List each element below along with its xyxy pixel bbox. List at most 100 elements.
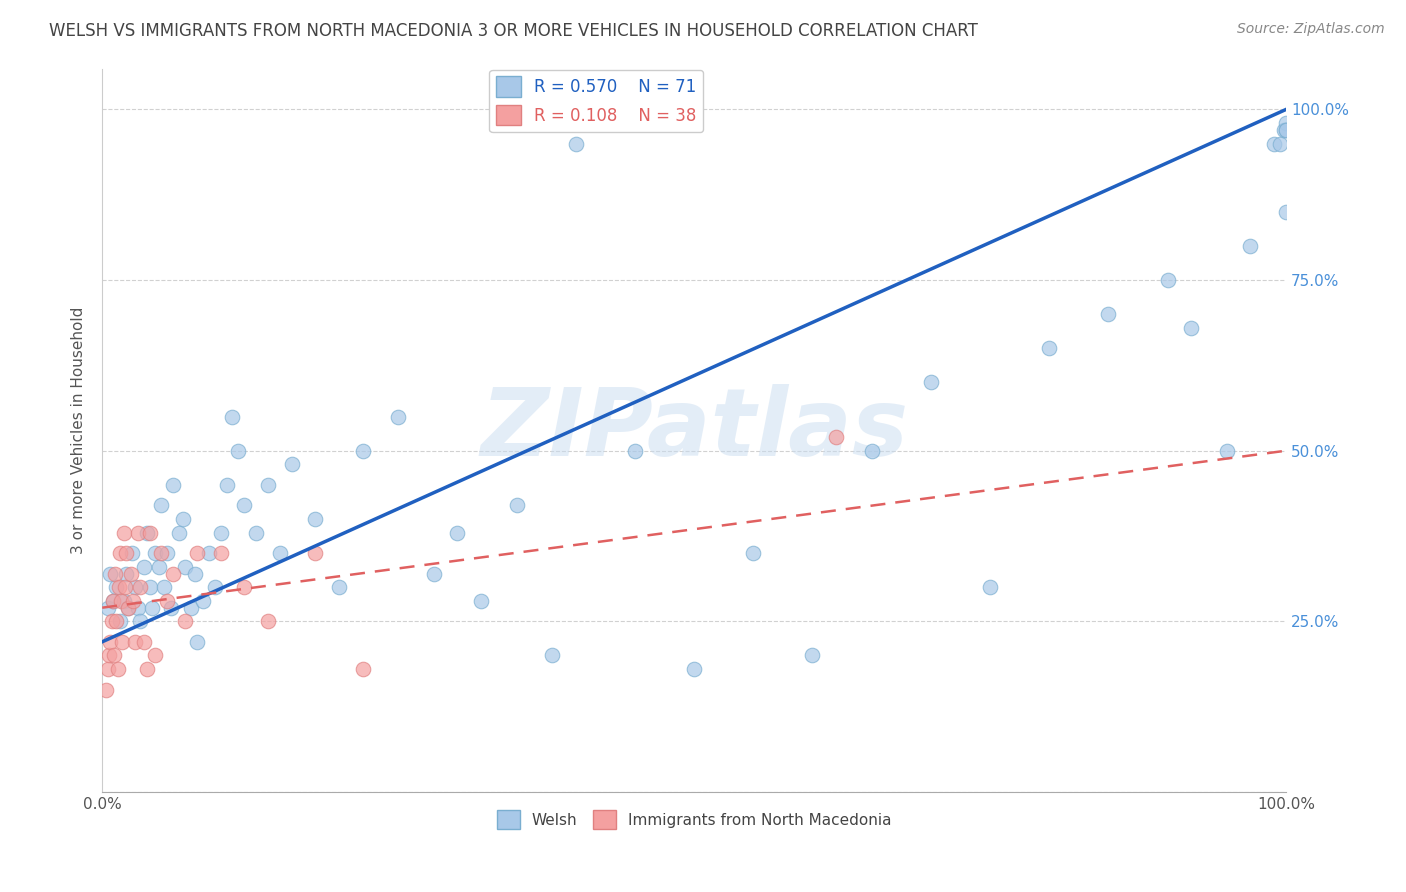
Point	[107, 580, 129, 594]
Point	[148, 559, 170, 574]
Point	[505, 498, 527, 512]
Point	[825, 430, 848, 444]
Point	[624, 443, 647, 458]
Point	[110, 594, 132, 608]
Point	[129, 580, 152, 594]
Y-axis label: 3 or more Vehicles in Household: 3 or more Vehicles in Household	[72, 307, 86, 554]
Point	[100, 566, 122, 581]
Point	[97, 600, 120, 615]
Point	[257, 615, 280, 629]
Point	[180, 600, 202, 615]
Point	[100, 615, 122, 629]
Point	[124, 580, 146, 594]
Point	[204, 580, 226, 594]
Point	[1275, 204, 1298, 219]
Point	[209, 546, 232, 560]
Point	[162, 478, 184, 492]
Point	[801, 648, 824, 663]
Point	[1263, 136, 1285, 151]
Point	[352, 443, 374, 458]
Point	[94, 682, 117, 697]
Point	[233, 580, 256, 594]
Point	[105, 615, 128, 629]
Point	[156, 546, 179, 560]
Point	[328, 580, 350, 594]
Point	[108, 546, 131, 560]
Point	[122, 594, 145, 608]
Point	[112, 594, 135, 608]
Point	[132, 559, 155, 574]
Point	[127, 600, 149, 615]
Point	[136, 525, 159, 540]
Point	[150, 546, 173, 560]
Point	[446, 525, 468, 540]
Point	[304, 512, 326, 526]
Point	[162, 566, 184, 581]
Point	[197, 546, 219, 560]
Point	[104, 566, 127, 581]
Point	[111, 635, 134, 649]
Point	[257, 478, 280, 492]
Point	[228, 443, 250, 458]
Point	[152, 580, 174, 594]
Point	[209, 525, 232, 540]
Point	[105, 580, 128, 594]
Point	[117, 600, 139, 615]
Point	[1038, 342, 1060, 356]
Point	[121, 546, 143, 560]
Point	[160, 600, 183, 615]
Point	[124, 635, 146, 649]
Point	[136, 662, 159, 676]
Point	[541, 648, 564, 663]
Point	[138, 580, 160, 594]
Point	[1275, 116, 1298, 130]
Point	[120, 566, 142, 581]
Text: WELSH VS IMMIGRANTS FROM NORTH MACEDONIA 3 OR MORE VEHICLES IN HOUSEHOLD CORRELA: WELSH VS IMMIGRANTS FROM NORTH MACEDONIA…	[49, 22, 979, 40]
Point	[269, 546, 291, 560]
Text: Source: ZipAtlas.com: Source: ZipAtlas.com	[1237, 22, 1385, 37]
Point	[233, 498, 256, 512]
Point	[183, 566, 205, 581]
Point	[101, 594, 124, 608]
Point	[1097, 307, 1119, 321]
Point	[141, 600, 163, 615]
Point	[156, 594, 179, 608]
Point	[132, 635, 155, 649]
Point	[422, 566, 444, 581]
Point	[100, 635, 122, 649]
Point	[112, 525, 135, 540]
Point	[145, 546, 167, 560]
Point	[186, 546, 208, 560]
Point	[115, 566, 138, 581]
Point	[138, 525, 160, 540]
Point	[1268, 136, 1291, 151]
Point	[1272, 123, 1295, 137]
Point	[352, 662, 374, 676]
Point	[145, 648, 167, 663]
Point	[470, 594, 492, 608]
Point	[742, 546, 765, 560]
Point	[280, 458, 302, 472]
Legend: Welsh, Immigrants from North Macedonia: Welsh, Immigrants from North Macedonia	[491, 804, 897, 835]
Point	[1275, 123, 1298, 137]
Point	[564, 136, 586, 151]
Point	[920, 376, 942, 390]
Text: ZIPatlas: ZIPatlas	[479, 384, 908, 476]
Point	[1156, 273, 1178, 287]
Point	[191, 594, 214, 608]
Point	[1216, 443, 1239, 458]
Point	[1180, 321, 1202, 335]
Point	[97, 662, 120, 676]
Point	[114, 580, 136, 594]
Point	[150, 498, 173, 512]
Point	[174, 559, 197, 574]
Point	[304, 546, 326, 560]
Point	[172, 512, 194, 526]
Point	[107, 662, 129, 676]
Point	[108, 615, 131, 629]
Point	[98, 648, 121, 663]
Point	[117, 600, 139, 615]
Point	[215, 478, 238, 492]
Point	[127, 525, 149, 540]
Point	[387, 409, 409, 424]
